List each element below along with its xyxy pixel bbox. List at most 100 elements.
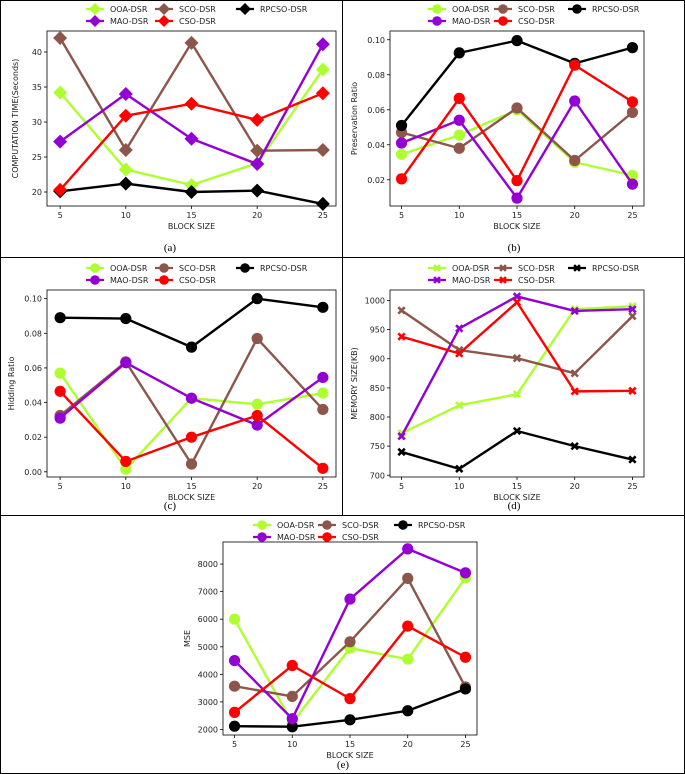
x-axis-label: BLOCK SIZE	[493, 222, 540, 231]
panel-label: (b)	[508, 242, 521, 254]
data-point	[455, 349, 464, 358]
legend-label: RPCSO-DSR	[418, 521, 466, 530]
data-point	[315, 86, 330, 101]
data-point	[53, 85, 68, 100]
legend-label: RPCSO-DSR	[260, 5, 308, 14]
data-point	[344, 714, 356, 726]
legend-swatch-marker	[322, 520, 332, 530]
y-tick-label: 0.06	[24, 364, 42, 373]
x-axis-label: BLOCK SIZE	[168, 222, 215, 231]
data-point	[628, 455, 637, 464]
data-point	[250, 112, 265, 127]
data-point	[250, 143, 265, 158]
y-tick-label: 25	[32, 153, 42, 162]
y-tick-label: 0.10	[367, 36, 385, 45]
x-axis-label: BLOCK SIZE	[493, 493, 540, 502]
series-ooa-dsr	[53, 62, 330, 192]
data-point	[184, 185, 199, 199]
series-cso-dsr	[53, 86, 330, 197]
data-point	[512, 353, 522, 363]
data-point	[54, 412, 66, 424]
data-point	[185, 458, 198, 470]
panel-label: (e)	[337, 759, 350, 771]
y-tick-label: 750	[370, 442, 385, 451]
data-point	[53, 31, 68, 45]
y-tick-label: 900	[370, 355, 385, 364]
data-point	[315, 196, 330, 211]
y-tick-label: 6000	[198, 615, 218, 624]
legend-swatch-marker	[158, 3, 170, 15]
data-point	[569, 154, 581, 167]
y-tick-label: 35	[32, 83, 42, 92]
legend-swatch-marker	[433, 276, 441, 284]
data-point	[251, 332, 263, 345]
y-tick-label: 7000	[198, 588, 218, 597]
data-point	[315, 37, 330, 52]
data-point	[511, 102, 523, 114]
series-line	[59, 372, 324, 471]
legend-label: OOA-DSR	[452, 264, 490, 273]
series-mao-dsr	[53, 37, 330, 171]
legend: OOA-DSR SCO-DSR RPCSO-DSR MAO-DSR CSO-DSR	[86, 263, 308, 285]
data-point	[54, 367, 66, 379]
x-tick-label: 20	[570, 482, 580, 491]
x-tick-label: 5	[58, 211, 63, 220]
y-tick-label: 0.08	[367, 71, 385, 80]
legend-label: MAO-DSR	[452, 17, 491, 26]
series-mao-dsr	[228, 543, 472, 725]
data-point	[402, 572, 414, 584]
series-line	[400, 309, 634, 375]
legend-label: RPCSO-DSR	[260, 264, 308, 273]
legend: OOA-DSR SCO-DSR RPCSO-DSR MAO-DSR CSO-DSR	[253, 520, 466, 542]
data-point	[455, 324, 464, 333]
data-point	[511, 175, 523, 187]
legend-swatch-marker	[158, 15, 170, 27]
y-tick-label: 30	[32, 118, 42, 127]
data-point	[569, 59, 581, 71]
legend-label: MAO-DSR	[277, 533, 316, 542]
legend: OOA-DSR SCO-DSR RPCSO-DSR MAO-DSR CSO-DSR	[86, 3, 308, 27]
x-tick-label: 15	[186, 482, 196, 491]
x-axis-label: BLOCK SIZE	[326, 751, 373, 760]
legend-swatch-marker	[398, 520, 408, 530]
legend: OOA-DSR SCO-DSR RPCSO-DSR MAO-DSR CSO-DSR	[428, 4, 640, 26]
data-point	[120, 455, 132, 468]
y-tick-label: 800	[370, 413, 385, 422]
series-line	[401, 429, 633, 471]
data-point	[453, 142, 465, 154]
data-point	[395, 119, 408, 132]
data-point	[228, 706, 241, 718]
legend-swatch-marker	[89, 3, 101, 15]
x-tick-label: 15	[345, 740, 355, 749]
y-tick-label: 0.04	[24, 399, 42, 408]
data-point	[251, 409, 263, 422]
data-point	[453, 92, 465, 104]
data-point	[228, 720, 241, 732]
data-point	[185, 341, 198, 353]
series-cso-dsr	[395, 59, 639, 187]
data-point	[459, 683, 472, 695]
series-sco-dsr	[53, 31, 330, 158]
legend-swatch-marker	[257, 520, 267, 530]
series-sco-dsr	[397, 306, 637, 378]
data-point	[569, 95, 581, 107]
y-tick-label: 700	[370, 471, 385, 480]
data-point	[54, 385, 66, 397]
legend-label: CSO-DSR	[179, 276, 216, 285]
data-point	[54, 312, 66, 324]
legend-label: MAO-DSR	[110, 276, 149, 285]
data-point	[570, 441, 579, 451]
legend-swatch-marker	[498, 16, 508, 26]
y-axis-label: COMPUTATION TIME(Seconds)	[11, 59, 20, 179]
data-point	[317, 462, 329, 474]
legend-swatch-marker	[498, 4, 508, 14]
y-axis-label: Preservation Ratio	[350, 82, 359, 155]
data-point	[626, 42, 639, 54]
y-tick-label: 0.02	[367, 176, 385, 185]
legend-swatch-marker	[499, 264, 507, 272]
x-tick-label: 25	[627, 211, 637, 220]
data-point	[184, 131, 199, 146]
data-point	[395, 137, 408, 149]
data-point	[402, 620, 414, 632]
legend-label: OOA-DSR	[452, 5, 490, 14]
